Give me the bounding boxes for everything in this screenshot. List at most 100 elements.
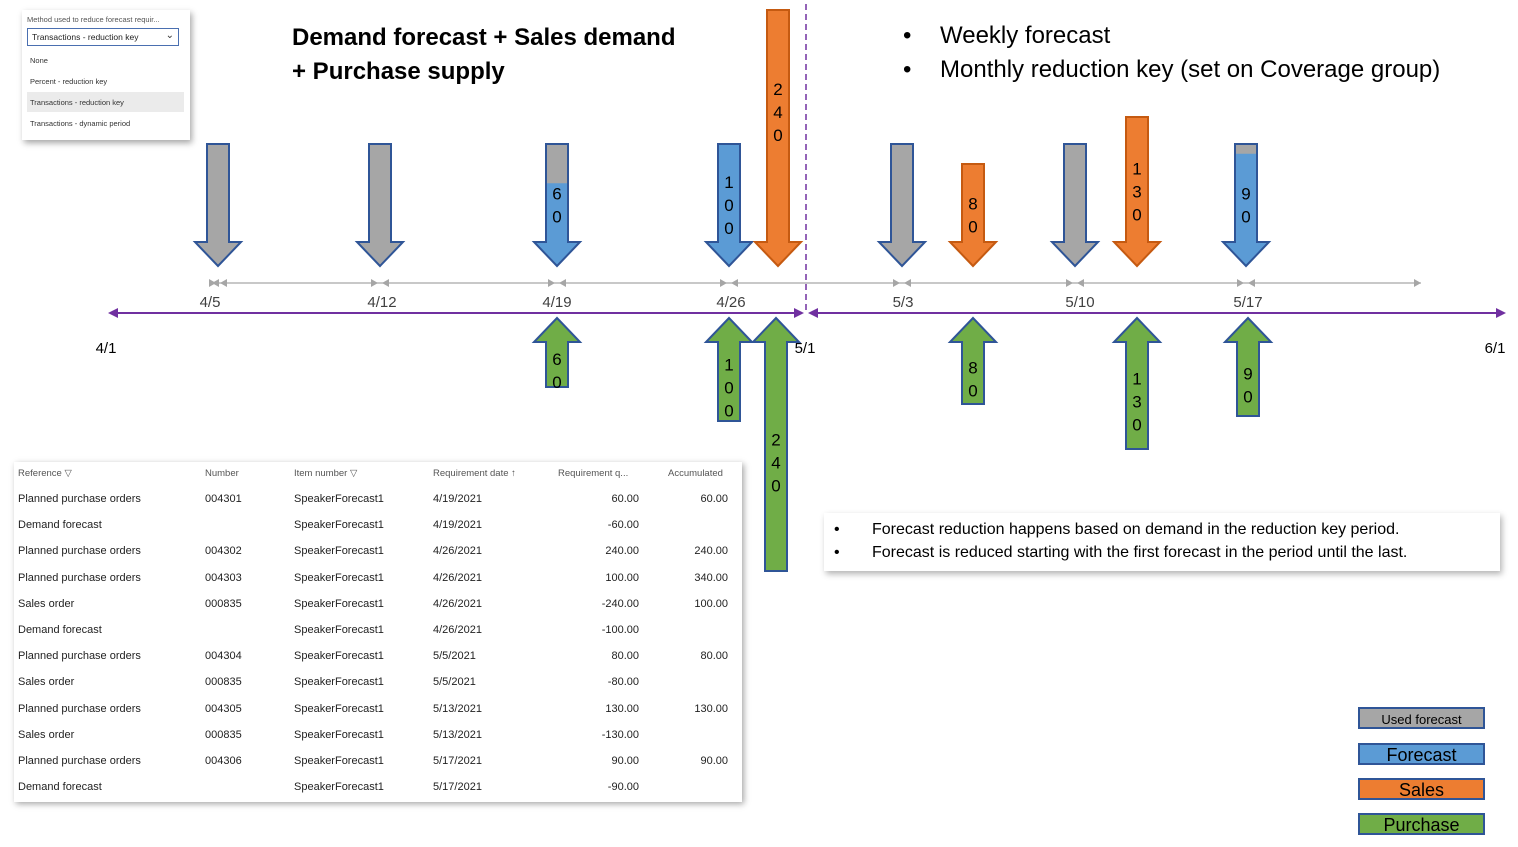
arrow-quantity-label: 0 bbox=[724, 402, 733, 421]
cell-requirement-qty: 130.00 bbox=[605, 702, 639, 715]
cell-accumulated: 80.00 bbox=[700, 650, 728, 663]
notes-box: • Forecast reduction happens based on dem… bbox=[824, 513, 1500, 571]
table-row[interactable]: Demand forecast SpeakerForecast1 4/19/2021… bbox=[14, 519, 742, 545]
chevron-down-icon: ⌄ bbox=[165, 30, 174, 41]
requirements-table: Reference ▽ Number Item number ▽ Require… bbox=[14, 462, 742, 802]
week-tick-arrowhead bbox=[893, 279, 900, 287]
cell-number: 000835 bbox=[205, 676, 242, 689]
cell-requirement-date: 5/17/2021 bbox=[433, 781, 482, 794]
week-tick-arrowhead bbox=[559, 279, 566, 287]
cell-reference: Sales order bbox=[18, 676, 75, 689]
used-forecast-arrow bbox=[876, 143, 928, 268]
table-row[interactable]: Sales order 000835 SpeakerForecast1 4/26/20… bbox=[14, 598, 742, 624]
cell-item-number: SpeakerForecast1 bbox=[294, 519, 384, 532]
cell-requirement-date: 5/13/2021 bbox=[433, 728, 482, 741]
timeline-mid-label: 5/1 bbox=[795, 340, 816, 357]
cell-number: 004304 bbox=[205, 650, 242, 663]
cell-reference: Demand forecast bbox=[18, 519, 102, 532]
cell-item-number: SpeakerForecast1 bbox=[294, 728, 384, 741]
cell-requirement-date: 4/19/2021 bbox=[433, 493, 482, 505]
dropdown-option-none[interactable]: None bbox=[30, 56, 48, 65]
table-row[interactable]: Planned purchase orders 004305 SpeakerFore… bbox=[14, 703, 742, 729]
cell-number: 004306 bbox=[205, 755, 242, 767]
arrow-quantity-label: 4 bbox=[773, 103, 782, 122]
cell-requirement-qty: 80.00 bbox=[611, 650, 639, 663]
bullet-icon: • bbox=[834, 544, 840, 561]
bullet-text: Monthly reduction key (set on Coverage g… bbox=[940, 56, 1441, 83]
column-header-requirement-qty[interactable]: Requirement q... bbox=[558, 468, 629, 479]
week-label: 5/3 bbox=[893, 294, 914, 311]
week-label: 4/26 bbox=[716, 294, 745, 311]
cell-reference: Planned purchase orders bbox=[18, 650, 141, 663]
cell-reference: Planned purchase orders bbox=[18, 755, 141, 767]
arrow-quantity-label: 0 bbox=[771, 477, 780, 496]
cell-reference: Demand forecast bbox=[18, 624, 102, 636]
table-row[interactable]: Sales order 000835 SpeakerForecast1 5/5/202… bbox=[14, 676, 742, 702]
cell-requirement-qty: -90.00 bbox=[607, 781, 639, 794]
week-tick-arrowhead bbox=[731, 279, 738, 287]
filter-icon[interactable]: ▽ bbox=[64, 468, 72, 479]
column-header-accumulated[interactable]: Accumulated bbox=[668, 468, 723, 479]
table-row[interactable]: Planned purchase orders 004301 SpeakerFore… bbox=[14, 493, 742, 519]
bullet-icon: • bbox=[834, 521, 840, 538]
reduction-method-select[interactable]: Transactions - reduction key ⌄ bbox=[27, 28, 179, 46]
timeline-start-label: 4/1 bbox=[96, 340, 117, 357]
week-tick-arrowhead bbox=[1248, 279, 1255, 287]
arrow-quantity-label: 0 bbox=[552, 208, 561, 227]
table-row[interactable]: Planned purchase orders 004306 SpeakerFore… bbox=[14, 755, 742, 781]
filter-icon[interactable]: ▽ bbox=[349, 468, 358, 479]
purchase-arrow bbox=[703, 316, 755, 422]
dropdown-option-transactions-reduction-key[interactable]: Transactions - reduction key bbox=[27, 92, 184, 112]
cell-item-number: SpeakerForecast1 bbox=[294, 781, 384, 794]
table-row[interactable]: Demand forecast SpeakerForecast1 4/26/2021… bbox=[14, 624, 742, 650]
table-row[interactable]: Planned purchase orders 004304 SpeakerFore… bbox=[14, 650, 742, 676]
forecast-arrow bbox=[703, 143, 755, 268]
table-row[interactable]: Sales order 000835 SpeakerForecast1 5/13/20… bbox=[14, 729, 742, 755]
week-tick-arrowhead bbox=[1066, 279, 1073, 287]
note-item: • Forecast reduction happens based on dem… bbox=[834, 521, 1399, 539]
cell-requirement-qty: -60.00 bbox=[607, 519, 639, 532]
column-header-number[interactable]: Number bbox=[205, 468, 239, 479]
cell-requirement-date: 4/26/2021 bbox=[433, 571, 482, 584]
column-header-reference[interactable]: Reference ▽ bbox=[18, 468, 72, 479]
arrow-quantity-label: 0 bbox=[1241, 208, 1250, 227]
dropdown-option-percent[interactable]: Percent - reduction key bbox=[30, 77, 108, 86]
cell-number: 004303 bbox=[205, 571, 242, 584]
table-row[interactable]: Demand forecast SpeakerForecast1 5/17/2021… bbox=[14, 781, 742, 807]
table-row[interactable]: Planned purchase orders 004303 SpeakerFore… bbox=[14, 572, 742, 598]
cell-requirement-date: 5/17/2021 bbox=[433, 755, 482, 767]
cell-requirement-qty: 60.00 bbox=[611, 493, 639, 505]
cell-accumulated: 240.00 bbox=[694, 545, 728, 558]
note-item: • Forecast is reduced starting with the f… bbox=[834, 544, 1407, 562]
week-tick-arrowhead bbox=[220, 279, 227, 287]
legend-used-forecast: Used forecast bbox=[1358, 707, 1485, 729]
week-tick-arrowhead bbox=[1414, 279, 1421, 287]
week-label: 4/12 bbox=[367, 294, 396, 311]
sort-ascending-icon[interactable]: ↑ bbox=[511, 468, 516, 479]
note-text: Forecast is reduced starting with the fi… bbox=[872, 544, 1408, 561]
cell-requirement-qty: 100.00 bbox=[605, 571, 639, 584]
cell-requirement-date: 4/26/2021 bbox=[433, 545, 482, 558]
timeline-arrowhead bbox=[1496, 308, 1506, 318]
used-forecast-arrow bbox=[354, 143, 406, 268]
cell-reference: Sales order bbox=[18, 728, 75, 741]
column-header-requirement-date[interactable]: Requirement date ↑ bbox=[433, 468, 516, 479]
column-header-item-number[interactable]: Item number ▽ bbox=[294, 468, 358, 479]
dropdown-label: Method used to reduce forecast requir... bbox=[27, 15, 160, 24]
timeline-arrowhead bbox=[808, 308, 818, 318]
cell-number: 004305 bbox=[205, 702, 242, 715]
sales-arrow bbox=[947, 163, 999, 268]
week-tick-arrowhead bbox=[548, 279, 555, 287]
purchase-arrow bbox=[1111, 316, 1163, 450]
arrow-quantity-label: 0 bbox=[552, 373, 561, 392]
cell-requirement-date: 5/13/2021 bbox=[433, 702, 482, 715]
forecast-arrow bbox=[531, 143, 583, 268]
cell-requirement-date: 4/19/2021 bbox=[433, 519, 482, 532]
week-label: 5/10 bbox=[1065, 294, 1094, 311]
arrow-quantity-label: 1 bbox=[724, 173, 733, 192]
table-row[interactable]: Planned purchase orders 004302 SpeakerFore… bbox=[14, 545, 742, 571]
arrow-quantity-label: 0 bbox=[1132, 206, 1141, 225]
cell-requirement-qty: 90.00 bbox=[611, 755, 639, 767]
dropdown-option-transactions-dynamic-period[interactable]: Transactions - dynamic period bbox=[30, 119, 131, 128]
week-tick-arrowhead bbox=[209, 279, 216, 287]
